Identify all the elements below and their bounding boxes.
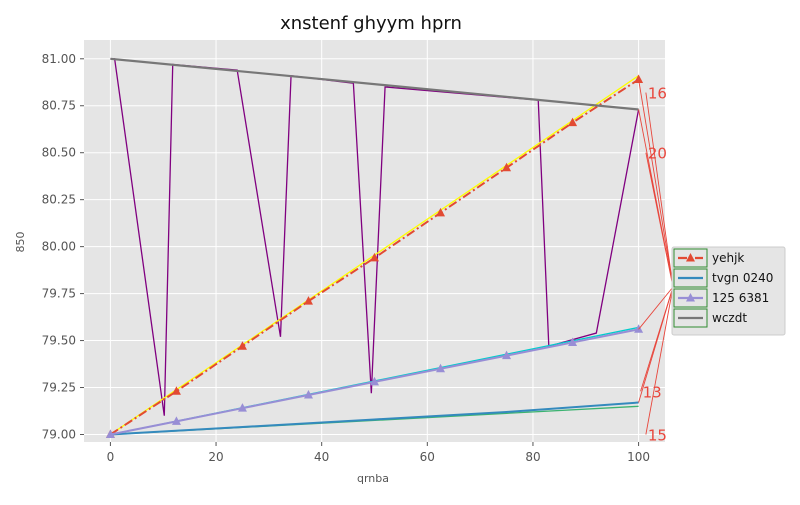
legend-swatch-frame: [673, 268, 708, 288]
y-tick-label: 79.25: [42, 381, 76, 395]
annotation-label: 15: [648, 426, 667, 444]
data-point-marker: [303, 296, 313, 305]
series-line: [110, 401, 639, 436]
data-point-marker: [171, 386, 181, 395]
legend: yehjk tvgn 0240 125 6381 wczdt: [671, 246, 786, 336]
chart-title: xnstenf ghyym hprn: [280, 13, 462, 34]
series-line: [110, 57, 639, 111]
y-tick-label: 80.25: [42, 193, 76, 207]
x-tick-label: 80: [525, 450, 540, 464]
data-point-marker: [502, 162, 512, 172]
annotation-label: 20: [648, 145, 667, 163]
y-tick-label: 80.75: [42, 99, 76, 113]
data-point-marker: [105, 429, 115, 438]
data-point-marker: [502, 350, 512, 360]
y-axis-label: 850: [14, 232, 27, 253]
x-tick-label: 0: [107, 450, 115, 464]
data-point-marker: [171, 416, 181, 425]
y-tick-label: 80.50: [42, 146, 76, 160]
legend-label: 125 6381: [712, 291, 769, 305]
data-point-marker: [303, 390, 313, 399]
annotation-label: 16: [648, 85, 667, 103]
data-point-marker: [568, 337, 578, 346]
y-tick-label: 80.00: [42, 240, 76, 254]
data-point-marker: [634, 324, 644, 333]
annotation-label: 13: [643, 383, 662, 401]
data-point-marker: [237, 341, 247, 350]
series-lines: [105, 57, 644, 438]
x-tick-label: 100: [627, 450, 650, 464]
data-point-marker: [568, 117, 578, 127]
legend-label: wczdt: [712, 311, 747, 325]
legend-marker: [686, 293, 695, 302]
plot-area: [84, 40, 665, 442]
y-tick-label: 81.00: [42, 52, 76, 66]
legend-swatch-frame: [673, 288, 708, 308]
axis-ticks: 0 20 40 60 80 100 79.00 79.25 79.50 79.75 80.00 80.…: [42, 52, 650, 464]
legend-swatch-frame: [673, 308, 708, 328]
y-tick-label: 79.75: [42, 287, 76, 301]
series-line: [109, 78, 640, 436]
legend-label: tvgn 0240: [712, 271, 773, 285]
x-tick-label: 20: [208, 450, 223, 464]
x-tick-label: 40: [314, 450, 329, 464]
legend-label: yehjk: [712, 251, 744, 265]
y-tick-label: 79.50: [42, 334, 76, 348]
legend-marker: [686, 253, 695, 262]
grid-lines: [84, 40, 665, 442]
data-point-marker: [634, 74, 644, 83]
data-point-marker: [436, 363, 446, 373]
data-point-marker: [370, 252, 379, 262]
data-point-marker: [370, 376, 379, 386]
data-point-marker: [237, 403, 247, 412]
data-point-marker: [436, 207, 446, 217]
x-axis-label: qrnba: [357, 472, 389, 485]
x-tick-label: 60: [420, 450, 435, 464]
y-tick-label: 79.00: [42, 427, 76, 441]
legend-swatch-frame: [673, 248, 708, 268]
